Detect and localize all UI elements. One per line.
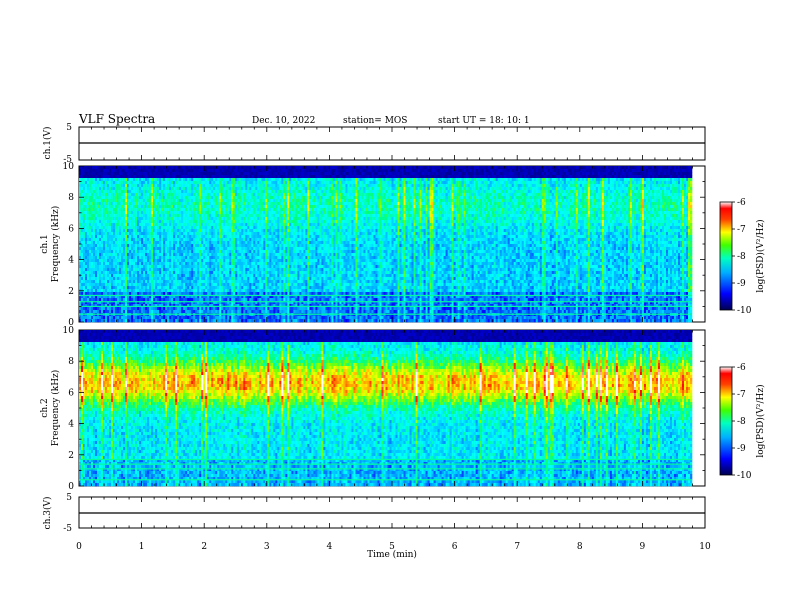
colorbar-tick-label: -7 bbox=[737, 225, 746, 235]
y-tick-label: 2 bbox=[68, 287, 74, 297]
x-tick-label: 4 bbox=[327, 542, 333, 552]
ch1-ytick-top: 5 bbox=[66, 123, 72, 133]
ch2-spectrogram-panel: 0 2 4 6 8 10 ch.2 Frequency (kHz) bbox=[40, 326, 706, 492]
y-tick-label: 0 bbox=[68, 318, 74, 328]
ch1-waveform-ylabel: ch.1(V) bbox=[42, 127, 53, 160]
x-tick-label: 6 bbox=[452, 542, 458, 552]
ch3-waveform-panel: 5 -5 ch.3(V) bbox=[42, 493, 706, 534]
ch3-waveform-ylabel: ch.3(V) bbox=[42, 497, 53, 530]
colorbar-tick-label: -8 bbox=[737, 252, 746, 262]
ch1-spectrogram-image bbox=[79, 166, 693, 323]
ch1-colorbar-label: log(PSD)(V²/Hz) bbox=[755, 219, 766, 292]
y-tick-label: 10 bbox=[63, 326, 75, 336]
y-tick-label: 8 bbox=[68, 193, 74, 203]
ch3-ytick-top: 5 bbox=[66, 493, 72, 503]
colorbar-tick-label: -9 bbox=[737, 279, 746, 289]
ch1-colorbar-bar bbox=[719, 201, 733, 311]
y-tick-label: 4 bbox=[68, 256, 74, 266]
colorbar-tick-label: -9 bbox=[737, 444, 746, 454]
ch1-colorbar: -6 -7 -8 -9 -10 log(PSD)(V²/Hz) bbox=[719, 198, 766, 316]
ch1-spectrogram-panel: 0 2 4 6 8 10 ch.1 Frequency (kHz) bbox=[40, 162, 706, 328]
y-tick-label: 8 bbox=[68, 357, 74, 367]
x-tick-labels: 0 1 2 3 4 5 6 7 8 9 10 bbox=[76, 542, 711, 552]
date-label: Dec. 10, 2022 bbox=[252, 116, 315, 126]
x-tick-label: 1 bbox=[139, 542, 145, 552]
x-tick-label: 0 bbox=[76, 542, 82, 552]
y-tick-label: 6 bbox=[68, 224, 74, 234]
x-tick-label: 7 bbox=[514, 542, 520, 552]
x-tick-label: 3 bbox=[264, 542, 270, 552]
ch2-spectrogram-image bbox=[79, 330, 693, 487]
station-label: station= MOS bbox=[343, 116, 407, 126]
y-tick-label: 10 bbox=[63, 162, 75, 172]
x-tick-label: 9 bbox=[640, 542, 646, 552]
ch1-ytick-bottom: -5 bbox=[63, 155, 72, 165]
x-tick-label: 8 bbox=[577, 542, 583, 552]
x-tick-label: 2 bbox=[201, 542, 207, 552]
ch1-spectrogram-ylabel-top: ch.1 bbox=[40, 234, 50, 253]
x-tick-label: 5 bbox=[389, 542, 395, 552]
y-tick-label: 2 bbox=[68, 451, 74, 461]
ch2-colorbar: -6 -7 -8 -9 -10 log(PSD)(V²/Hz) bbox=[719, 363, 766, 481]
ch1-waveform-panel: 5 -5 ch.1(V) bbox=[42, 123, 706, 165]
chart-title: VLF Spectra bbox=[78, 112, 155, 126]
colorbar-tick-label: -6 bbox=[737, 363, 746, 373]
colorbar-tick-label: -10 bbox=[737, 471, 752, 481]
start-time-label: start UT = 18: 10: 1 bbox=[438, 116, 530, 126]
colorbar-tick-label: -10 bbox=[737, 306, 752, 316]
ch2-spectrogram-ylabel-bottom: Frequency (kHz) bbox=[50, 370, 61, 447]
colorbar-tick-label: -8 bbox=[737, 417, 746, 427]
colorbar-tick-label: -6 bbox=[737, 198, 746, 208]
ch3-ytick-bottom: -5 bbox=[63, 524, 72, 534]
ch1-spectrogram-ylabel-bottom: Frequency (kHz) bbox=[50, 206, 61, 283]
ch2-spectrogram-ylabel-top: ch.2 bbox=[40, 398, 50, 417]
x-tick-label: 10 bbox=[699, 542, 711, 552]
x-axis-label: Time (min) bbox=[367, 549, 417, 560]
colorbar-tick-label: -7 bbox=[737, 390, 746, 400]
ch2-colorbar-label: log(PSD)(V²/Hz) bbox=[755, 384, 766, 457]
y-tick-label: 4 bbox=[68, 420, 74, 430]
y-tick-label: 6 bbox=[68, 388, 74, 398]
ch2-colorbar-bar bbox=[719, 366, 733, 476]
y-tick-label: 0 bbox=[68, 482, 74, 492]
